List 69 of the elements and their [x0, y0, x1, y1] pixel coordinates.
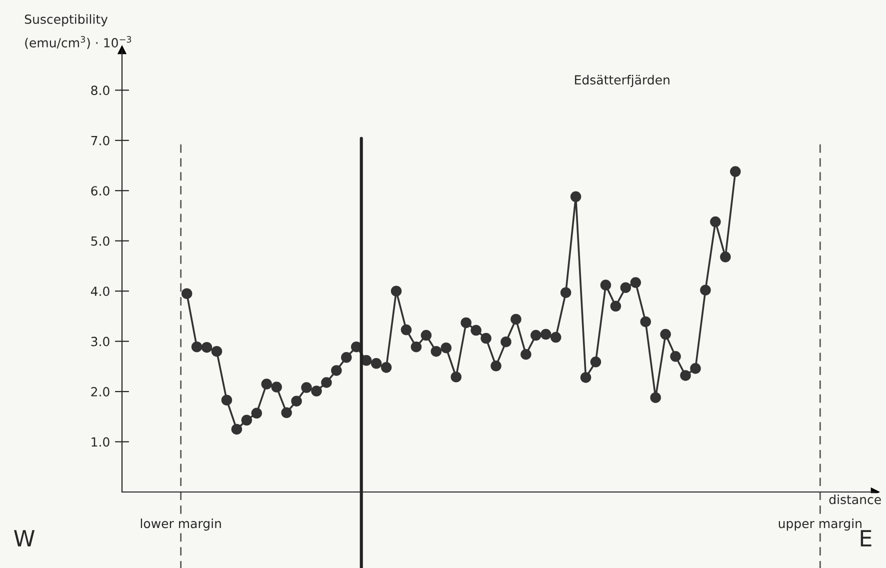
point [440, 342, 452, 354]
point [400, 324, 412, 336]
point [311, 386, 322, 396]
point [650, 392, 661, 403]
point [550, 332, 562, 343]
y-tick-label: 5.0 [91, 236, 110, 246]
point [221, 394, 232, 406]
point [251, 408, 262, 419]
text: upper margin [778, 518, 862, 531]
point [570, 191, 582, 202]
text: E [860, 530, 872, 546]
point [211, 346, 222, 357]
point [380, 362, 392, 373]
point [231, 424, 242, 435]
point [600, 280, 612, 290]
point [620, 282, 632, 293]
point [690, 363, 701, 374]
point [660, 328, 671, 340]
y-tick-label: 1.0 [92, 437, 110, 447]
y-tick-label: 4.0 [90, 286, 110, 296]
text: distance [829, 494, 881, 504]
point [470, 324, 482, 336]
point [191, 341, 202, 352]
point [720, 252, 731, 262]
point [410, 341, 422, 352]
point [640, 316, 651, 328]
point [590, 356, 602, 368]
point [331, 365, 342, 376]
point [710, 216, 721, 228]
point [530, 330, 542, 341]
point [460, 317, 472, 328]
point [430, 346, 442, 357]
point [420, 330, 432, 341]
text: lower margin [140, 518, 221, 531]
text: Edsätterfjärden [575, 74, 670, 87]
point [700, 284, 711, 296]
point [390, 286, 402, 296]
point [241, 414, 252, 426]
point [610, 300, 622, 312]
point [670, 351, 681, 362]
point [201, 342, 212, 353]
y-tick-label: 3.0 [91, 336, 110, 346]
point [510, 314, 522, 325]
y-axis-title: Susceptibility (emu/cm$^{3}$) · 10$^{−3}$ [24, 14, 132, 49]
point [261, 378, 272, 390]
point [341, 352, 352, 363]
y-tick-label: 7.0 [91, 136, 110, 146]
point [291, 396, 302, 406]
point [490, 360, 502, 372]
point [540, 328, 552, 340]
point [321, 377, 332, 388]
point [271, 382, 282, 392]
point [480, 332, 492, 344]
point [500, 336, 512, 348]
text: W [14, 530, 35, 546]
point [630, 277, 642, 288]
point [450, 372, 462, 382]
point [680, 370, 691, 381]
point [730, 166, 741, 177]
y-tick-label: 6.0 [91, 186, 110, 196]
y-tick-label: 2.0 [91, 387, 110, 396]
point [370, 358, 382, 369]
point [560, 287, 572, 298]
point [580, 372, 592, 383]
point [281, 407, 292, 418]
point [301, 382, 312, 393]
point [181, 288, 192, 299]
y-tick-label: 8.0 [91, 86, 110, 96]
point [520, 348, 532, 360]
